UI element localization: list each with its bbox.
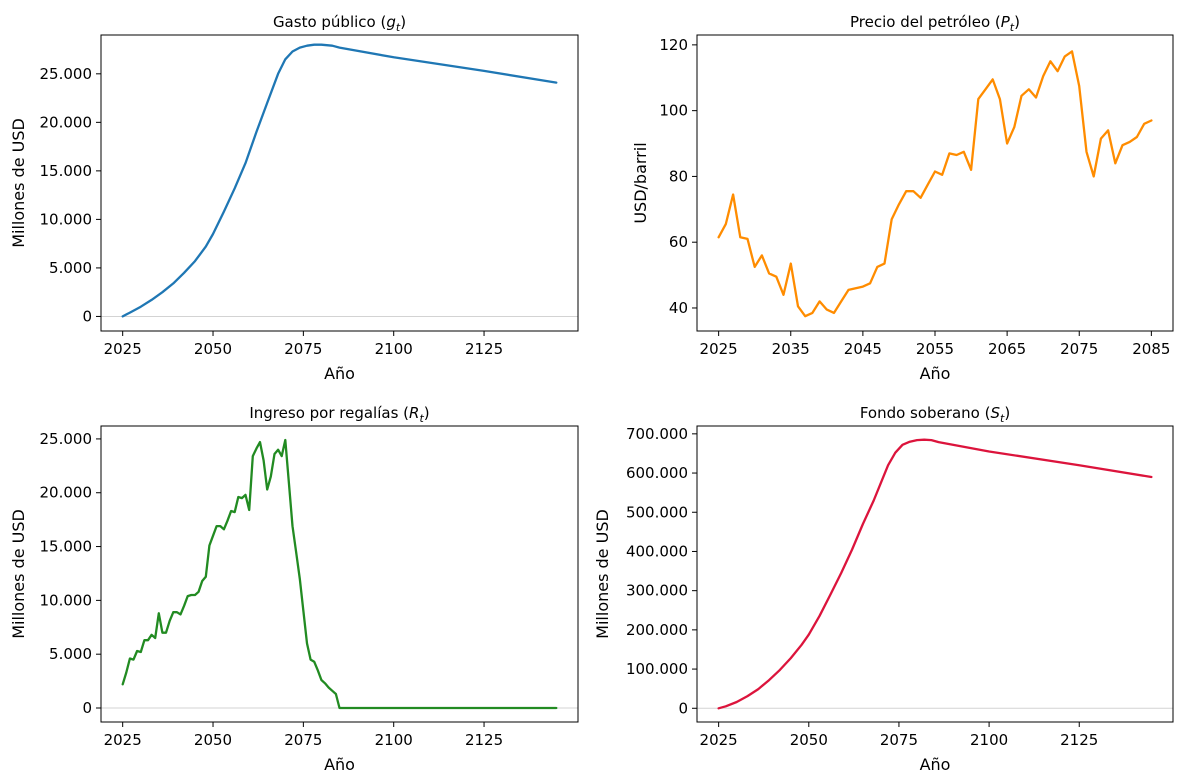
y-tick-label: 100	[659, 102, 688, 120]
y-tick-label: 15.000	[40, 162, 93, 180]
chart-title: Gasto público (gt)	[273, 13, 406, 34]
x-tick-label: 2125	[1060, 731, 1098, 749]
x-axis-label: Año	[324, 364, 355, 383]
series-line-1	[717, 438, 1153, 710]
x-tick-label: 2100	[375, 340, 413, 358]
y-tick-label: 20.000	[40, 113, 93, 131]
chart-title: Precio del petróleo (Pt)	[850, 13, 1020, 34]
subplot-2: 2025 2035 2045 2055 2065 2075 2085 40 60 80 100 120…	[631, 13, 1174, 383]
x-axis-label: Año	[920, 755, 951, 774]
x-tick-label: 2075	[284, 340, 322, 358]
series-line-1	[121, 43, 558, 318]
axes-frame	[100, 34, 579, 332]
y-tick-label: 25.000	[40, 65, 93, 83]
y-tick-label: 25.000	[40, 430, 93, 448]
subplot-1: 2025 2050 2075 2100 2125 0 5.000 10.000 15.000 20…	[9, 13, 579, 383]
axes-frame	[100, 425, 579, 723]
series-line-1	[717, 50, 1153, 318]
y-tick-label: 0	[678, 699, 688, 717]
subplot-4: 2025 2050 2075 2100 2125 0 100.000 200.000 300.0…	[593, 404, 1174, 774]
chart-title: Ingreso por regalías (Rt)	[249, 404, 429, 425]
x-tick-label: 2100	[375, 731, 413, 749]
y-tick-label: 15.000	[40, 538, 93, 556]
chart-title: Fondo soberano (St)	[860, 404, 1010, 425]
x-tick-label: 2100	[970, 731, 1008, 749]
y-tick-label: 10.000	[40, 591, 93, 609]
axes-frame	[696, 34, 1174, 332]
y-tick-label: 0	[82, 307, 92, 325]
subplot-3: 2025 2050 2075 2100 2125 0 5.000 10.000 15.000 20…	[9, 404, 579, 774]
y-tick-label: 0	[82, 699, 92, 717]
x-tick-label: 2075	[1060, 340, 1098, 358]
y-tick-label: 600.000	[626, 464, 688, 482]
y-axis-label: USD/barril	[631, 142, 650, 223]
y-tick-label: 10.000	[40, 210, 93, 228]
y-tick-label: 120	[659, 36, 688, 54]
y-axis-label: Millones de USD	[9, 509, 28, 639]
x-tick-label: 2050	[194, 340, 232, 358]
y-tick-label: 300.000	[626, 582, 688, 600]
y-axis-label: Millones de USD	[593, 509, 612, 639]
x-axis-label: Año	[920, 364, 951, 383]
x-tick-label: 2025	[104, 731, 142, 749]
axes-frame	[696, 425, 1174, 723]
x-tick-label: 2125	[465, 340, 503, 358]
y-tick-label: 40	[669, 299, 688, 317]
y-tick-label: 60	[669, 233, 688, 251]
y-tick-label: 500.000	[626, 503, 688, 521]
y-tick-label: 5.000	[49, 645, 92, 663]
x-tick-label: 2075	[880, 731, 918, 749]
y-tick-label: 5.000	[49, 259, 92, 277]
series-line-1	[121, 438, 558, 710]
x-tick-label: 2075	[284, 731, 322, 749]
x-tick-label: 2025	[700, 340, 738, 358]
x-tick-label: 2035	[772, 340, 810, 358]
y-tick-label: 80	[669, 167, 688, 185]
y-axis-label: Millones de USD	[9, 118, 28, 248]
x-tick-label: 2050	[790, 731, 828, 749]
x-tick-label: 2050	[194, 731, 232, 749]
y-tick-label: 20.000	[40, 484, 93, 502]
y-tick-label: 100.000	[626, 660, 688, 678]
y-tick-label: 400.000	[626, 542, 688, 560]
x-tick-label: 2025	[104, 340, 142, 358]
y-tick-label: 700.000	[626, 425, 688, 443]
x-tick-label: 2045	[844, 340, 882, 358]
x-tick-label: 2065	[988, 340, 1026, 358]
x-tick-label: 2125	[465, 731, 503, 749]
x-tick-label: 2055	[916, 340, 954, 358]
x-axis-label: Año	[324, 755, 355, 774]
y-tick-label: 200.000	[626, 621, 688, 639]
x-tick-label: 2085	[1132, 340, 1170, 358]
x-tick-label: 2025	[700, 731, 738, 749]
